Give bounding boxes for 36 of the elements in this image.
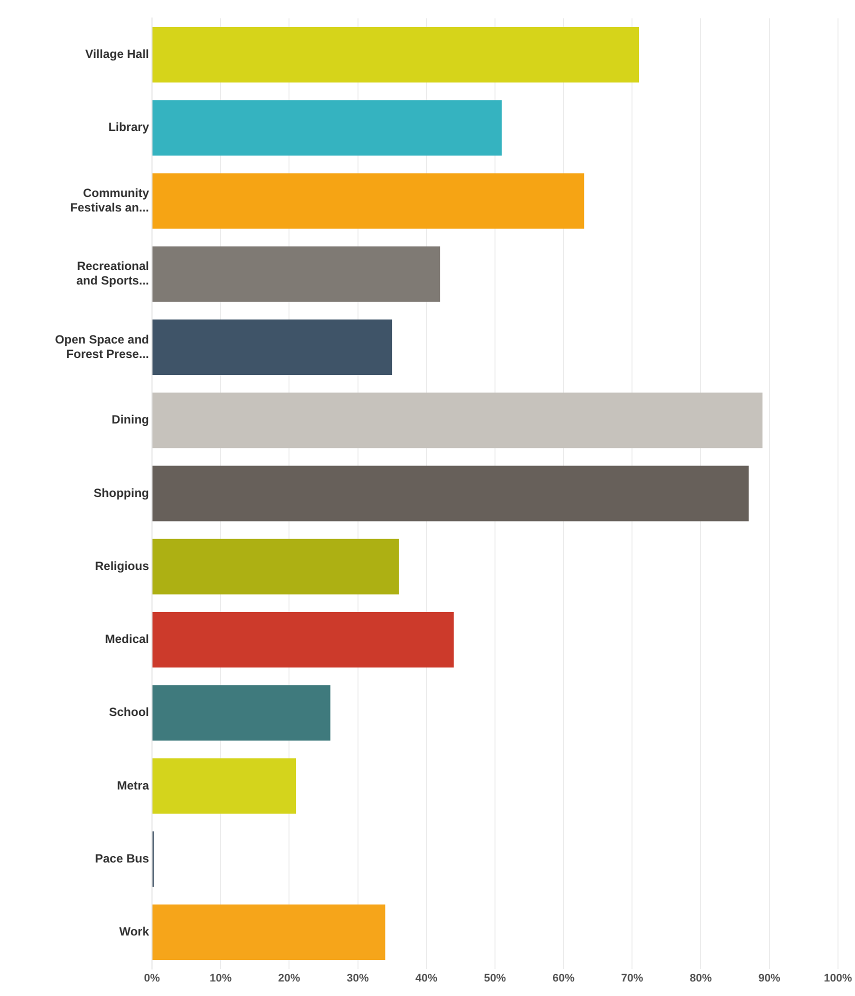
x-tick-label: 40% <box>415 972 438 984</box>
bar <box>152 319 392 376</box>
y-tick-label: School <box>108 705 149 720</box>
y-tick-label: Recreational and Sports... <box>76 259 149 288</box>
bar <box>152 100 502 156</box>
y-tick-label: Open Space and Forest Prese... <box>54 332 149 361</box>
x-tick-label: 100% <box>824 972 852 984</box>
y-tick-label: Library <box>108 120 150 134</box>
bar <box>152 612 454 668</box>
x-tick-label: 90% <box>758 972 781 984</box>
y-tick-label: Shopping <box>94 486 149 500</box>
bar <box>152 538 399 594</box>
y-tick-label: Village Hall <box>85 47 149 62</box>
y-tick-label: Work <box>119 924 150 939</box>
y-tick-label: Pace Bus <box>94 851 150 866</box>
x-tick-label: 80% <box>690 972 712 984</box>
y-tick-label: Medical <box>104 632 149 646</box>
x-tick-label: 60% <box>552 972 575 984</box>
bar <box>152 685 330 741</box>
x-tick-label: 50% <box>484 972 506 984</box>
x-tick-label: 0% <box>144 972 160 984</box>
y-tick-label: Dining <box>112 412 149 427</box>
bar <box>152 758 296 814</box>
bar <box>152 466 749 522</box>
bar <box>152 904 386 960</box>
bar <box>152 173 584 229</box>
bar <box>152 246 440 302</box>
x-tick-label: 10% <box>210 972 232 984</box>
x-tick-label: 70% <box>621 972 644 984</box>
y-tick-label: Metra <box>116 778 150 792</box>
x-tick-label: 20% <box>278 972 300 984</box>
x-tick-label: 30% <box>346 972 369 984</box>
bar <box>152 26 640 83</box>
y-tick-label: Community Festivals an... <box>70 186 150 215</box>
bar <box>152 392 762 448</box>
y-tick-label: Religious <box>94 558 150 573</box>
